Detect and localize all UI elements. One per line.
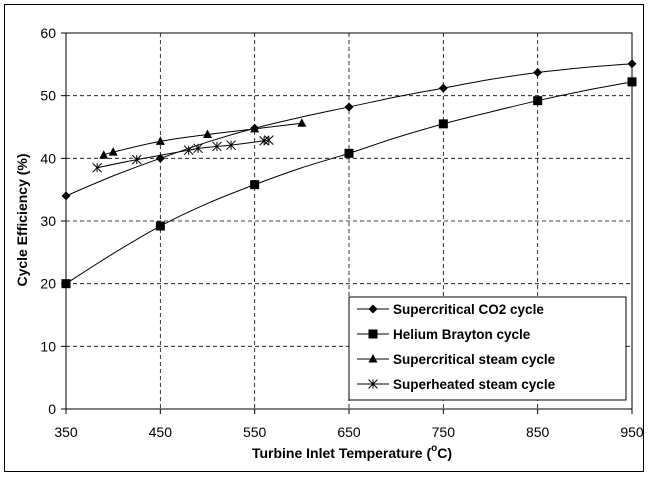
series-line [103,122,302,156]
triangle-marker [108,147,118,156]
square-marker [250,180,260,190]
legend-label: Helium Brayton cycle [393,327,531,342]
diamond-marker [533,67,543,77]
x-axis-title: Turbine Inlet Temperature (oC) [252,443,452,461]
asterisk-marker [131,154,142,165]
y-tick-label: 60 [40,25,56,41]
x-tick-label: 750 [432,424,456,440]
series-triangle [99,118,307,159]
triangle-marker [297,118,307,127]
legend-item: Helium Brayton cycle [357,327,531,342]
diamond-marker [368,304,378,314]
triangle-marker [368,354,378,363]
triangle-marker [99,150,109,159]
x-tick-label: 650 [337,424,361,440]
x-axis-title-degree: o [431,443,437,454]
square-marker [627,77,637,87]
series-line [97,139,270,169]
legend-label: Supercritical CO2 cycle [393,302,544,317]
series-group [61,59,637,289]
y-tick-label: 20 [40,276,56,292]
chart-frame [4,4,644,472]
x-tick-label: 850 [526,424,550,440]
legend: Supercritical CO2 cycle Helium Brayton cy… [348,296,627,401]
square-marker [368,329,378,339]
series-square [61,77,637,289]
diamond-marker [627,59,637,69]
y-tick-label: 0 [48,401,56,417]
legend-box [348,296,627,401]
series-diamond [61,59,637,201]
axis-ticks: 350 450 550 650 750 850 950 0 10 20 30 40 50 60 [40,25,643,440]
legend-item: Supercritical steam cycle [357,352,556,367]
square-marker [344,148,354,158]
triangle-marker [250,123,260,133]
diamond-marker [344,102,354,112]
y-tick-label: 10 [40,338,56,354]
x-tick-label: 450 [149,424,173,440]
diamond-marker [61,191,71,201]
triangle-marker [203,129,212,139]
asterisk-marker [368,379,378,389]
square-marker [61,279,71,289]
x-tick-label: 550 [243,424,267,440]
x-tick-label: 350 [54,424,78,440]
legend-item: Supercritical CO2 cycle [357,302,544,317]
square-marker [533,96,543,106]
series-asterisk [92,135,274,173]
x-tick-label: 950 [620,424,644,440]
y-tick-label: 30 [40,213,56,229]
asterisk-marker [263,135,274,146]
asterisk-marker [183,145,194,156]
triangle-marker [155,136,165,145]
y-tick-label: 40 [40,150,56,166]
asterisk-marker [226,140,236,151]
square-marker [438,119,448,129]
y-axis-title: Cycle Efficiency (%) [14,153,30,286]
diamond-marker [438,83,448,93]
asterisk-marker [92,162,102,173]
legend-label: Supercritical steam cycle [393,352,556,367]
asterisk-marker [193,143,203,154]
legend-item: Superheated steam cycle [357,377,556,392]
y-tick-label: 50 [40,88,56,104]
x-axis-title-tail: C) [437,445,452,461]
legend-label: Superheated steam cycle [393,377,556,392]
square-marker [155,221,165,231]
x-axis-title-main: Turbine Inlet Temperature ( [252,445,432,461]
asterisk-marker [212,141,222,152]
